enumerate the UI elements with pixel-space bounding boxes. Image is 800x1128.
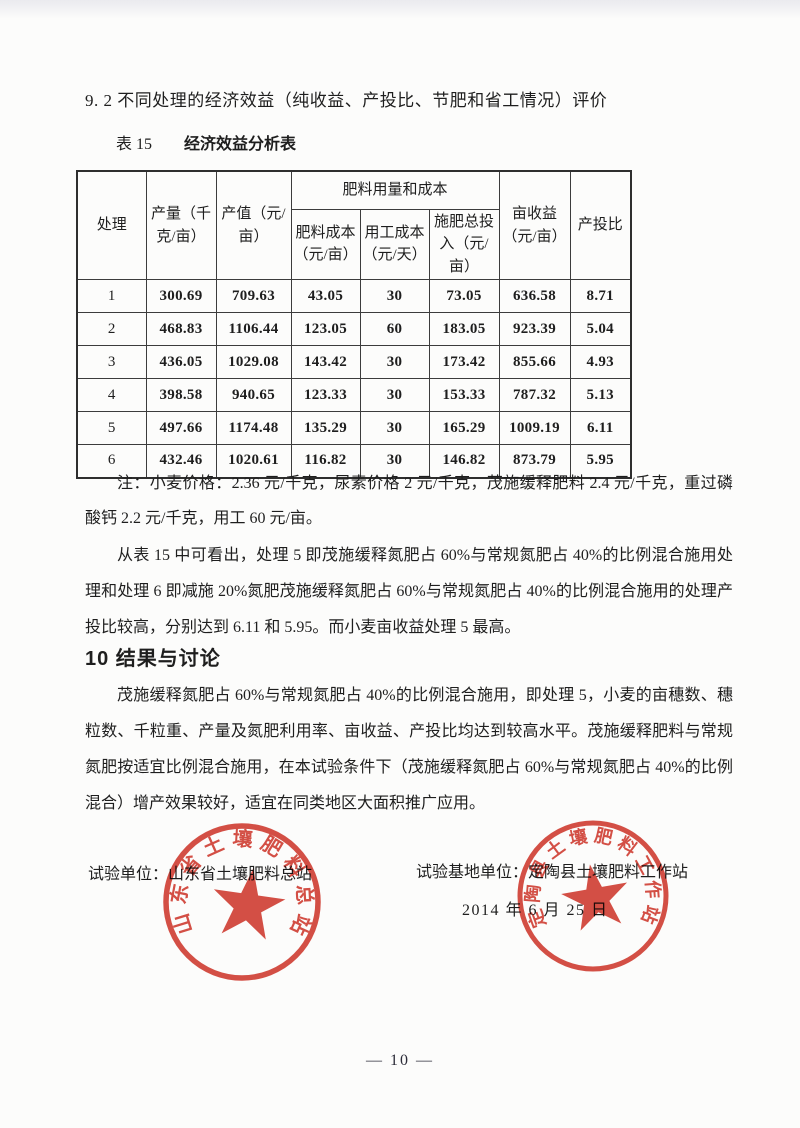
page-number: — 10 — <box>366 1052 434 1069</box>
star-icon <box>561 864 628 931</box>
cell-income: 855.66 <box>498 345 571 379</box>
cell-treatment: 5 <box>76 411 147 445</box>
cell-income: 923.39 <box>498 312 571 346</box>
cell-fertilizer-cost: 143.42 <box>290 345 361 379</box>
cell-output-value: 709.63 <box>215 279 292 313</box>
col-labor-cost: 用工成本（元/天） <box>359 208 430 280</box>
test-unit-signature: 试验单位：山东省土壤肥料总站 <box>88 866 313 883</box>
cell-treatment: 4 <box>76 378 147 412</box>
col-output-value: 产值（元/亩） <box>215 170 292 280</box>
cell-ratio: 8.71 <box>569 279 632 313</box>
table-row: 6 432.46 1020.61 116.82 30 146.82 873.79… <box>76 444 632 478</box>
cell-output-value: 1020.61 <box>215 444 292 478</box>
cell-treatment: 1 <box>76 279 147 313</box>
table-caption-label: 表 15 <box>116 136 153 153</box>
results-heading: 10 结果与讨论 <box>85 648 221 670</box>
col-total-fert-input: 施肥总投入（元/亩） <box>428 208 500 280</box>
cell-fertilizer-cost: 116.82 <box>290 444 361 478</box>
cell-treatment: 6 <box>76 444 147 478</box>
col-yield: 产量（千克/亩） <box>145 170 217 280</box>
cell-labor-cost: 30 <box>359 444 430 478</box>
cell-ratio: 6.11 <box>569 411 632 445</box>
seal-ring <box>163 823 321 981</box>
cell-income: 1009.19 <box>498 411 571 445</box>
cell-ratio: 4.93 <box>569 345 632 379</box>
cell-yield: 436.05 <box>145 345 217 379</box>
official-seal-left-icon: 山东省土壤肥料总站 <box>163 823 321 981</box>
cell-output-value: 1029.08 <box>215 345 292 379</box>
col-treatment: 处理 <box>76 170 147 280</box>
cell-yield: 468.83 <box>145 312 217 346</box>
cell-fertilizer-cost: 123.05 <box>290 312 361 346</box>
cell-labor-cost: 30 <box>359 411 430 445</box>
cell-total-input: 183.05 <box>428 312 500 346</box>
cell-labor-cost: 30 <box>359 378 430 412</box>
cell-ratio: 5.95 <box>569 444 632 478</box>
economic-benefit-table: 处理 产量（千克/亩） 产值（元/亩） 肥料用量和成本 亩收益（元/亩） 产投比… <box>76 170 632 479</box>
cell-yield: 432.46 <box>145 444 217 478</box>
table-row: 3 436.05 1029.08 143.42 30 173.42 855.66… <box>76 345 632 379</box>
cell-yield: 300.69 <box>145 279 217 313</box>
cell-fertilizer-cost: 135.29 <box>290 411 361 445</box>
cell-labor-cost: 30 <box>359 279 430 313</box>
table-header-row-2: 肥料成本（元/亩） 用工成本（元/天） 施肥总投入（元/亩） <box>77 208 631 280</box>
col-group-fertilizer: 肥料用量和成本 <box>290 170 500 210</box>
base-unit-signature: 试验基地单位：定陶县土壤肥料工作站 <box>416 864 689 881</box>
table-header-row-1: 处理 产量（千克/亩） 产值（元/亩） 肥料用量和成本 亩收益（元/亩） 产投比 <box>76 170 632 280</box>
official-seal-right-icon: 定陶县土壤肥料工作站 <box>517 820 669 972</box>
cell-output-value: 1106.44 <box>215 312 292 346</box>
table-caption: 表 15 经济效益分析表 <box>116 130 296 154</box>
cell-ratio: 5.04 <box>569 312 632 346</box>
cell-fertilizer-cost: 43.05 <box>290 279 361 313</box>
col-output-input-ratio: 产投比 <box>569 170 632 280</box>
cell-labor-cost: 30 <box>359 345 430 379</box>
cell-total-input: 173.42 <box>428 345 500 379</box>
conclusion-paragraph: 茂施缓释氮肥占 60%与常规氮肥占 40%的比例混合施用，即处理 5，小麦的亩穗… <box>85 687 733 812</box>
cell-yield: 398.58 <box>145 378 217 412</box>
table-row: 1 300.69 709.63 43.05 30 73.05 636.58 8.… <box>76 279 632 313</box>
col-fertilizer-cost: 肥料成本（元/亩） <box>290 208 361 280</box>
col-income-per-mu: 亩收益（元/亩） <box>498 170 571 280</box>
cell-fertilizer-cost: 123.33 <box>290 378 361 412</box>
cell-total-input: 146.82 <box>428 444 500 478</box>
section-heading: 9. 2 不同处理的经济效益（纯收益、产投比、节肥和省工情况）评价 <box>85 91 608 110</box>
cell-total-input: 73.05 <box>428 279 500 313</box>
cell-yield: 497.66 <box>145 411 217 445</box>
cell-ratio: 5.13 <box>569 378 632 412</box>
table-row: 5 497.66 1174.48 135.29 30 165.29 1009.1… <box>76 411 632 445</box>
cell-output-value: 940.65 <box>215 378 292 412</box>
cell-treatment: 2 <box>76 312 147 346</box>
cell-income: 873.79 <box>498 444 571 478</box>
star-icon <box>213 868 286 940</box>
cell-output-value: 1174.48 <box>215 411 292 445</box>
seal-ring <box>517 820 669 972</box>
table-note: 注：小麦价格：2.36 元/千克，尿素价格 2 元/千克，茂施缓释肥料 2.4 … <box>85 475 733 527</box>
table-caption-title: 经济效益分析表 <box>184 136 297 153</box>
cell-total-input: 165.29 <box>428 411 500 445</box>
cell-income: 787.32 <box>498 378 571 412</box>
cell-labor-cost: 60 <box>359 312 430 346</box>
table-row: 4 398.58 940.65 123.33 30 153.33 787.32 … <box>76 378 632 412</box>
cell-treatment: 3 <box>76 345 147 379</box>
table-row: 2 468.83 1106.44 123.05 60 183.05 923.39… <box>76 312 632 346</box>
cell-total-input: 153.33 <box>428 378 500 412</box>
signature-date: 2014 年 6 月 25 日 <box>462 902 609 919</box>
analysis-paragraph: 从表 15 中可看出，处理 5 即茂施缓释氮肥占 60%与常规氮肥占 40%的比… <box>85 547 733 636</box>
cell-income: 636.58 <box>498 279 571 313</box>
